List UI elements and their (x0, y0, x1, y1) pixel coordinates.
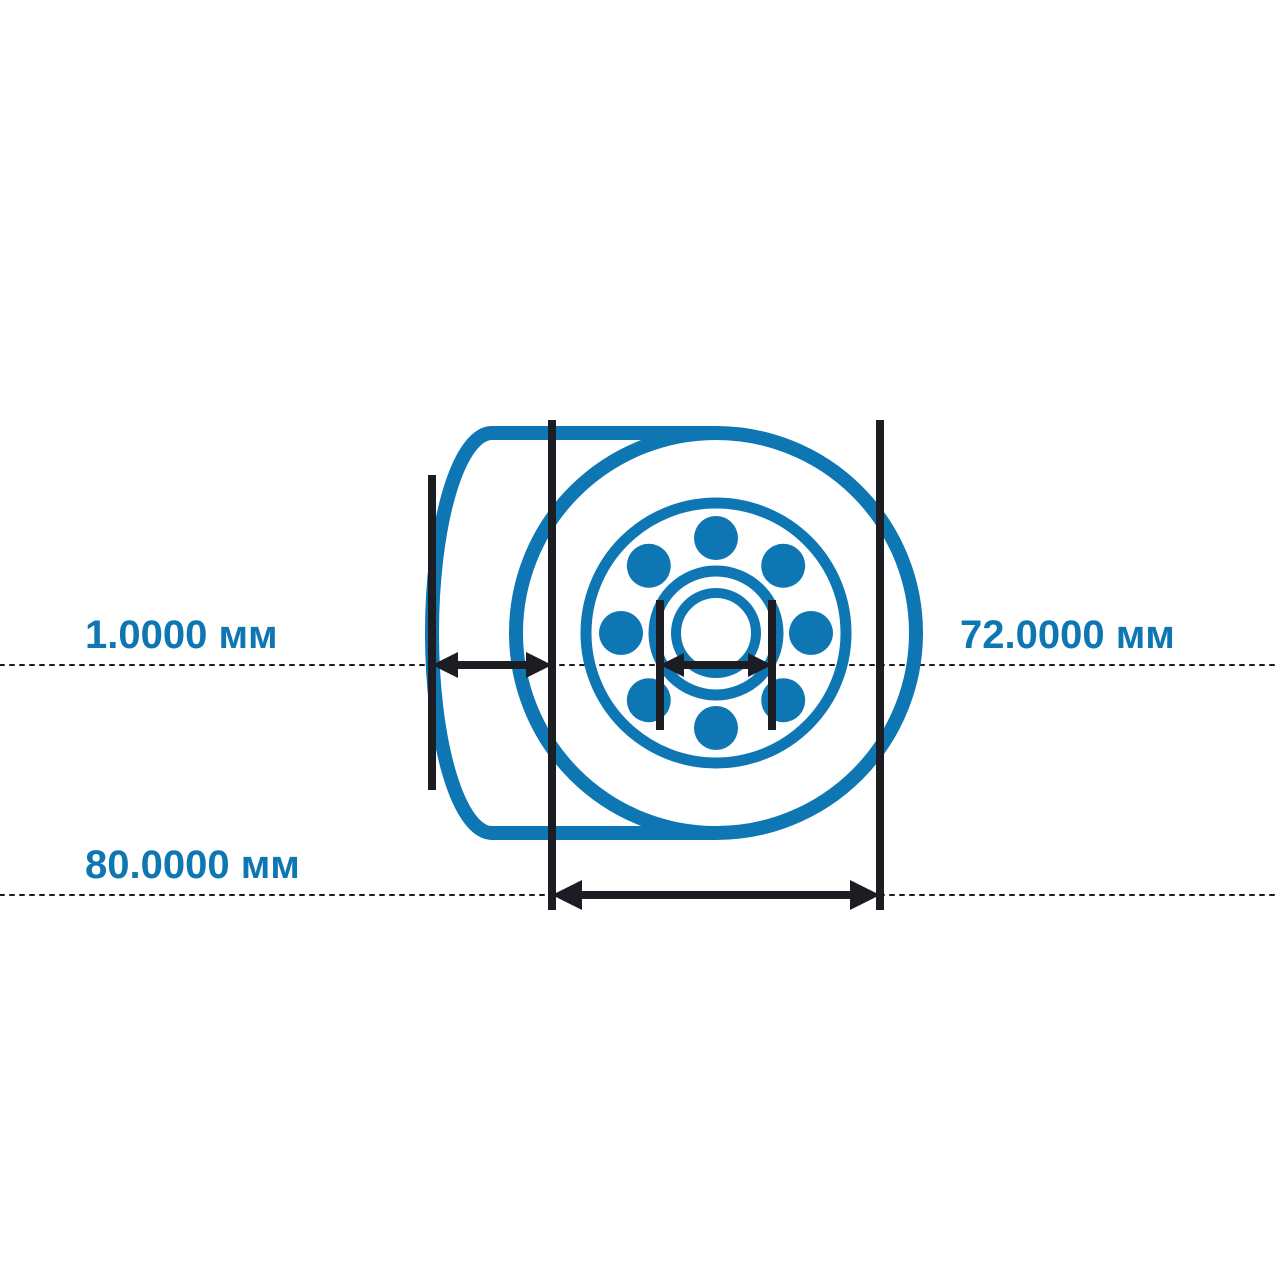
bore-label: 72.0000 мм (950, 608, 1240, 660)
width-arrow (432, 652, 552, 678)
bearing-balls (599, 516, 833, 750)
bearing-ball (694, 516, 738, 560)
svg-text:72.0000 мм: 72.0000 мм (960, 613, 1175, 657)
bearing-ball (627, 544, 671, 588)
bearing-ball (761, 678, 805, 722)
outer-label: 80.0000 мм (75, 838, 365, 890)
bearing-ball (694, 706, 738, 750)
bearing-ball (761, 544, 805, 588)
svg-text:1.0000 мм: 1.0000 мм (85, 613, 278, 657)
bearing-ball (627, 678, 671, 722)
bearing-ball (789, 611, 833, 655)
width-label: 1.0000 мм (75, 608, 310, 660)
svg-text:80.0000 мм: 80.0000 мм (85, 843, 300, 887)
outer-arrow (552, 880, 880, 910)
bearing-icon (432, 433, 916, 833)
bearing-ball (599, 611, 643, 655)
